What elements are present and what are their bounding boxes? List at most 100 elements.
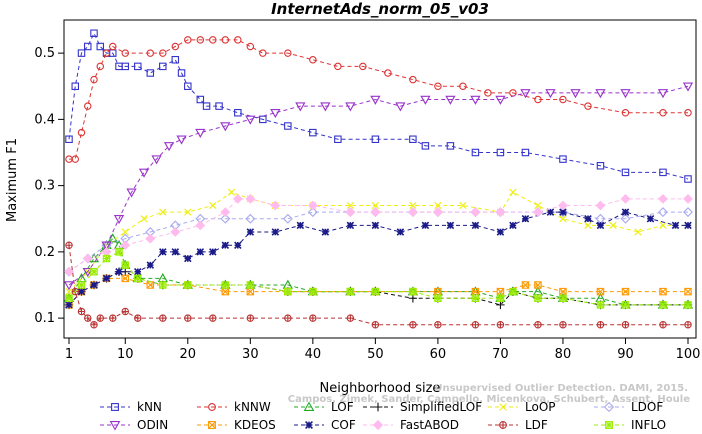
data-point bbox=[534, 281, 542, 289]
data-point bbox=[90, 75, 98, 84]
data-point bbox=[65, 288, 73, 296]
data-point bbox=[446, 221, 455, 230]
data-point bbox=[371, 201, 379, 210]
series-ODIN bbox=[63, 82, 694, 291]
data-point bbox=[521, 281, 530, 289]
data-point bbox=[446, 142, 455, 150]
data-point bbox=[407, 207, 418, 218]
legend-marker bbox=[499, 421, 507, 429]
data-point bbox=[113, 215, 125, 225]
data-point bbox=[434, 82, 442, 91]
data-point bbox=[184, 254, 192, 263]
x-tick-label: 90 bbox=[617, 347, 634, 362]
data-point bbox=[246, 281, 255, 289]
data-point bbox=[558, 200, 568, 211]
legend-item-SimplifiedLOF: SimplifiedLOF bbox=[363, 400, 482, 414]
series-line bbox=[68, 211, 688, 273]
series-line bbox=[68, 191, 688, 292]
legend-marker bbox=[303, 401, 315, 411]
data-point bbox=[102, 49, 111, 57]
data-point bbox=[102, 274, 111, 283]
legend-item-FastABOD: FastABOD bbox=[363, 418, 459, 432]
data-point bbox=[65, 135, 73, 144]
data-point bbox=[202, 102, 211, 110]
x-tick-label: 1 bbox=[65, 347, 73, 362]
data-point bbox=[209, 248, 217, 256]
data-point bbox=[101, 241, 112, 251]
x-axis: 1 10 20 30 40 50 60 70 80 90 100 bbox=[65, 338, 700, 362]
legend-marker bbox=[373, 402, 383, 412]
data-point bbox=[284, 49, 292, 57]
data-point bbox=[409, 75, 417, 84]
data-point bbox=[484, 89, 492, 97]
data-point bbox=[421, 142, 430, 150]
data-point bbox=[646, 214, 655, 223]
data-point bbox=[134, 267, 142, 276]
data-point bbox=[307, 200, 318, 211]
legend-item-INFLO: INFLO bbox=[594, 418, 666, 432]
data-point bbox=[533, 207, 543, 218]
data-point bbox=[371, 221, 380, 230]
legend-marker bbox=[208, 421, 216, 429]
series-LOF bbox=[63, 233, 694, 309]
data-point bbox=[445, 95, 456, 105]
data-point bbox=[509, 287, 517, 296]
data-point bbox=[595, 200, 606, 211]
data-point bbox=[408, 294, 418, 303]
y-axis: 0.1 0.2 0.3 0.4 0.5 bbox=[34, 46, 64, 326]
credit-line-1: Unsupervised Outlier Detection. DAMI, 20… bbox=[434, 383, 688, 394]
data-point bbox=[271, 228, 280, 236]
series-line bbox=[68, 198, 688, 273]
data-point bbox=[334, 135, 342, 144]
data-point bbox=[134, 274, 142, 283]
data-point bbox=[495, 95, 506, 105]
data-point bbox=[521, 214, 530, 223]
data-point bbox=[345, 102, 356, 112]
data-point bbox=[77, 307, 86, 316]
data-point bbox=[521, 148, 530, 157]
series-LDOF bbox=[64, 207, 693, 277]
data-point bbox=[496, 228, 505, 236]
data-point bbox=[195, 128, 206, 138]
series-kNN bbox=[65, 29, 692, 183]
y-tick-label: 0.2 bbox=[34, 245, 55, 260]
x-tick-label: 80 bbox=[555, 347, 572, 362]
data-point bbox=[245, 213, 256, 224]
data-point bbox=[246, 42, 255, 51]
data-point bbox=[345, 207, 356, 218]
data-point bbox=[259, 115, 267, 124]
data-point bbox=[658, 193, 668, 204]
data-point bbox=[121, 49, 130, 57]
data-point bbox=[520, 89, 531, 99]
data-point bbox=[96, 314, 105, 322]
data-point bbox=[126, 188, 137, 198]
data-point bbox=[596, 320, 605, 329]
data-point bbox=[284, 122, 292, 130]
data-point bbox=[159, 62, 167, 71]
data-point bbox=[346, 314, 355, 322]
legend-label: KDEOS bbox=[234, 418, 276, 432]
legend-label: LOF bbox=[331, 400, 354, 414]
y-tick-label: 0.5 bbox=[34, 46, 55, 61]
data-point bbox=[559, 320, 567, 329]
data-point bbox=[659, 287, 667, 296]
data-point bbox=[370, 95, 381, 105]
data-point bbox=[545, 89, 556, 99]
data-point bbox=[159, 281, 167, 289]
legend-label: LoOP bbox=[525, 400, 556, 414]
data-point bbox=[596, 301, 605, 309]
series-line bbox=[68, 277, 688, 306]
series-layer bbox=[63, 29, 694, 329]
data-point bbox=[320, 102, 331, 112]
data-point bbox=[232, 193, 243, 204]
data-point bbox=[171, 55, 180, 64]
legend-label: COF bbox=[331, 418, 356, 432]
legend-item-KDEOS: KDEOS bbox=[197, 418, 276, 432]
y-tick-label: 0.4 bbox=[34, 112, 55, 127]
data-point bbox=[90, 29, 98, 37]
data-point bbox=[109, 314, 117, 322]
y-axis-label: Maximum F1 bbox=[5, 138, 20, 222]
data-point bbox=[220, 213, 231, 224]
data-point bbox=[145, 233, 156, 244]
data-point bbox=[596, 162, 605, 170]
